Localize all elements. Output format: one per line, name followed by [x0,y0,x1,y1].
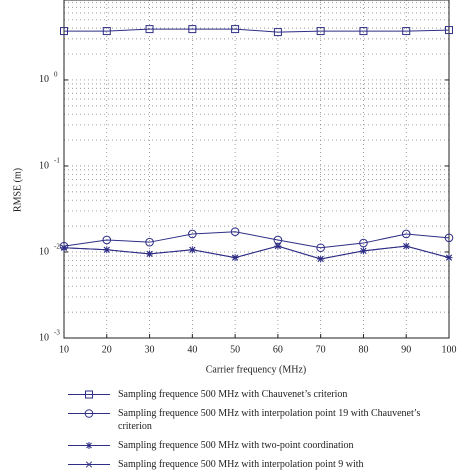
marker [102,235,112,245]
marker [60,27,68,36]
marker [316,243,325,253]
y-tick-label: 10 [39,160,49,171]
chart: RMSE (m) Carrier frequency (MHz) 10 -310-… [12,0,457,375]
x-axis-label: Carrier frequency (MHz) [206,364,307,375]
y-tick-exponent: -1 [54,157,60,165]
marker [359,27,368,36]
marker [146,250,153,258]
x-tick-label: 100 [442,344,457,355]
y-tick-exponent: 0 [54,71,58,79]
y-axis-label: RMSE (m) [12,168,23,212]
legend-swatch [68,390,110,399]
y-tick-exponent: -3 [54,329,60,337]
marker [402,27,411,36]
marker [230,227,240,237]
marker [360,247,367,255]
marker [189,246,196,253]
marker [188,229,197,239]
legend-swatch [68,409,110,418]
marker [445,254,453,261]
legend-label: Sampling frequence 500 MHz with two-poin… [118,440,354,451]
x-tick-label: 20 [102,344,112,355]
marker [145,25,154,34]
legend-entry: Sampling frequence 500 MHz with Chauvene… [66,388,426,401]
marker [274,242,282,250]
marker [403,242,410,250]
legend: Sampling frequence 500 MHz with Chauvene… [66,388,426,474]
y-tick-exponent: -2 [54,243,60,251]
legend-label: Sampling frequence 500 MHz with Chauvene… [118,389,348,400]
marker [401,229,411,239]
x-tick-label: 10 [59,344,69,355]
plot-frame [63,0,450,339]
series-line [63,245,450,260]
marker [102,27,111,36]
marker [84,409,94,418]
marker [103,246,110,253]
legend-entry: Sampling frequence 500 MHz with interpol… [66,407,426,433]
marker [445,26,453,35]
x-tick-label: 90 [401,344,411,355]
marker [444,233,454,243]
series-line [63,231,450,249]
marker [273,28,282,37]
marker [85,390,93,399]
legend-label: Sampling frequence 500 MHz with interpol… [118,408,421,432]
y-tick-label: 10 [39,246,49,257]
x-tick-label: 40 [187,344,197,355]
marker [60,244,68,251]
legend-label: Sampling frequence 500 MHz with interpol… [118,459,364,470]
marker [231,254,239,261]
legend-entry: Sampling frequence 500 MHz with interpol… [66,458,426,471]
x-tick-label: 70 [316,344,326,355]
marker [145,237,154,247]
legend-swatch [68,461,110,468]
x-tick-label: 80 [358,344,368,355]
marker [231,25,240,34]
x-tick-label: 60 [273,344,283,355]
marker [188,25,197,34]
series-line [64,28,450,33]
legend-entry: Sampling frequence 500 MHz with two-poin… [66,439,426,452]
marker [359,238,368,248]
marker [317,255,324,263]
marker [316,27,325,36]
marker [85,442,93,449]
x-tick-label: 50 [230,344,240,355]
legend-swatch [68,442,110,449]
marker [85,461,93,468]
y-tick-label: 10 [39,332,49,343]
x-tick-label: 30 [145,344,155,355]
y-tick-label: 10 [39,74,49,85]
